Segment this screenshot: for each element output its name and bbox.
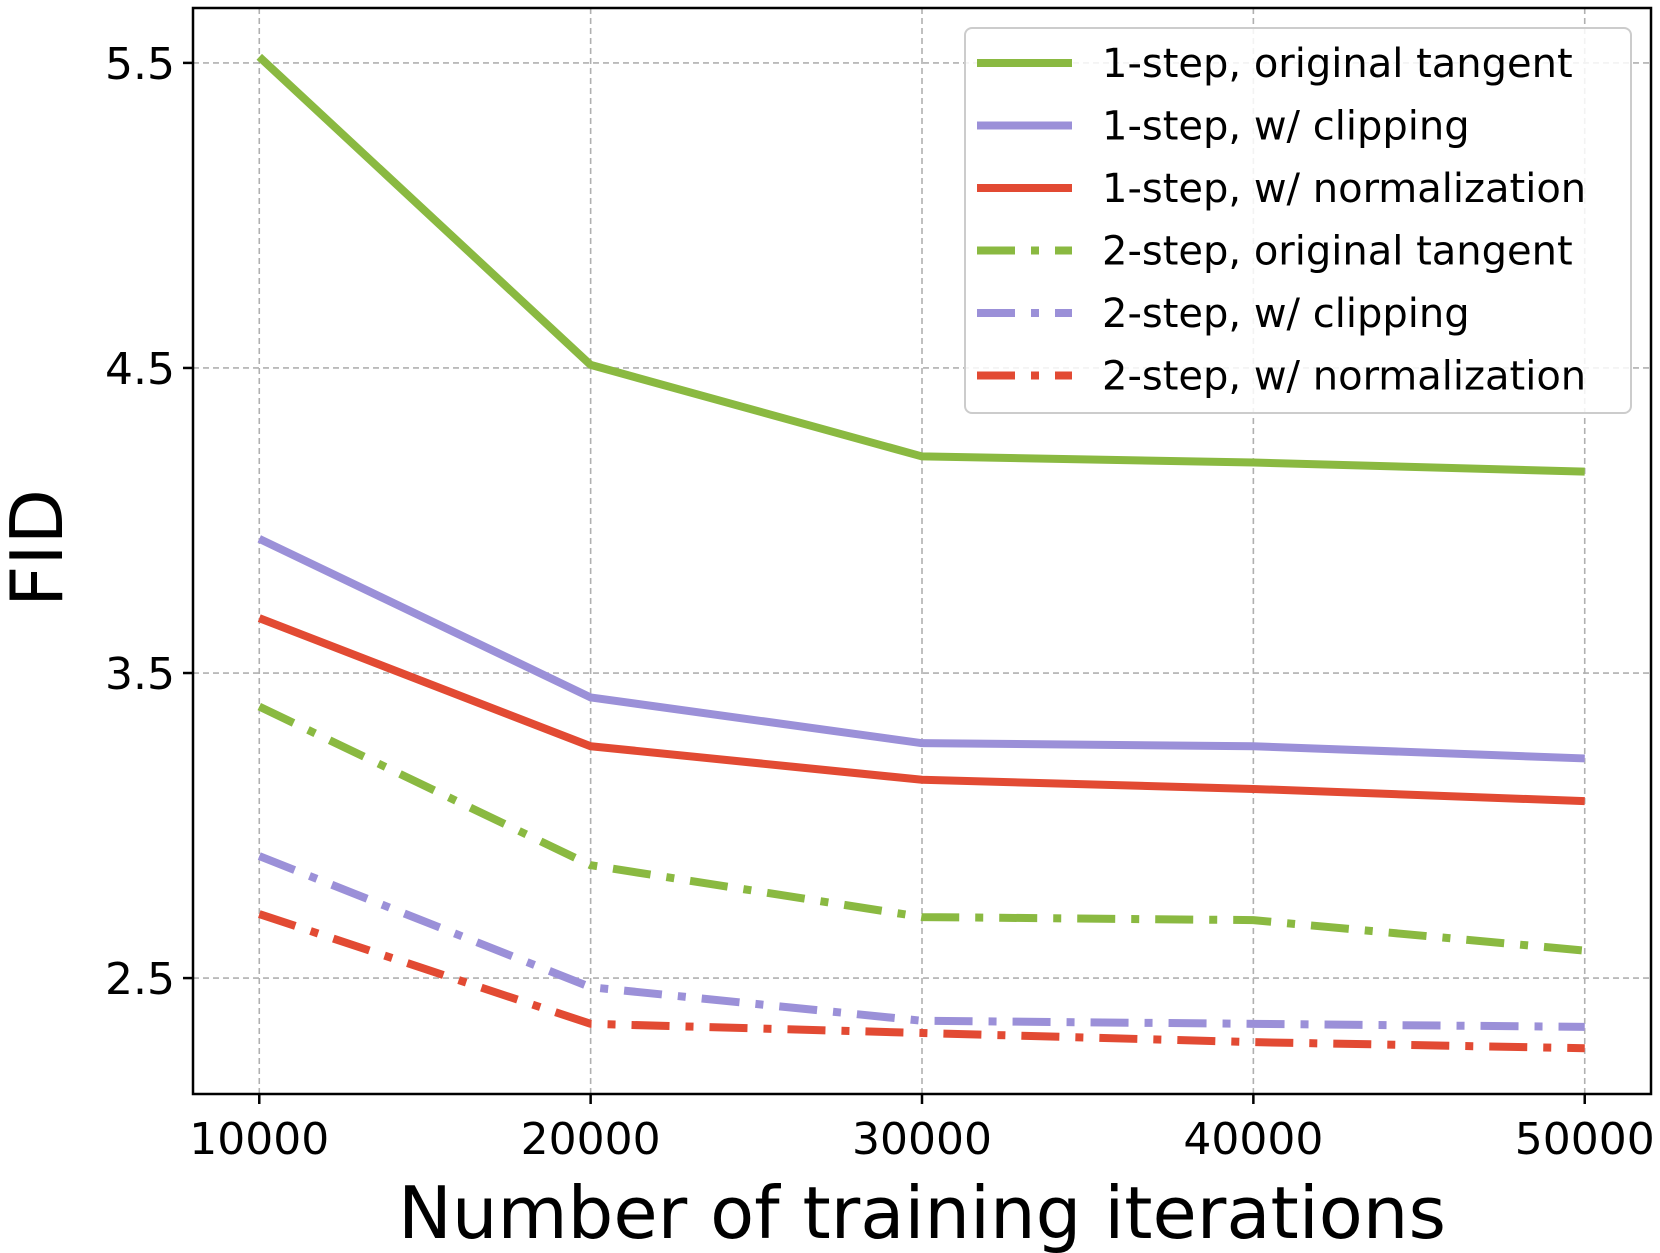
series-line-5 [257,852,1585,1031]
y-axis-title: FID [0,489,79,607]
y-axis-ticks: 2.5 3.5 4.5 5.5 [105,39,193,1005]
legend-box [964,27,1632,414]
x-tick-label: 50000 [1515,1114,1655,1165]
legend-label: 1-step, w/ normalization [1102,166,1586,212]
x-tick-label: 20000 [521,1114,661,1165]
x-axis-ticks: 10000 20000 30000 40000 50000 [189,1094,1655,1165]
series-line-1 [256,53,1585,476]
series-line-2 [257,535,1585,763]
x-tick-label: 30000 [852,1114,992,1165]
series-lines [256,53,1586,1053]
legend-label: 2-step, original tangent [1102,229,1573,275]
x-tick-label: 40000 [1183,1114,1323,1165]
legend-label: 2-step, w/ normalization [1102,354,1586,400]
y-tick-label: 4.5 [105,344,175,395]
legend-label: 1-step, w/ clipping [1102,104,1470,150]
legend-label: 2-step, w/ clipping [1102,291,1470,337]
legend: 1-step, original tangent 1-step, w/ clipp… [964,27,1632,414]
series-line-4 [257,702,1586,955]
x-tick-label: 10000 [189,1114,329,1165]
y-tick-label: 3.5 [105,649,175,700]
y-tick-label: 2.5 [105,954,175,1005]
legend-label: 1-step, original tangent [1102,41,1573,87]
series-line-6 [258,910,1585,1053]
x-axis-title: Number of training iterations [398,1171,1446,1253]
y-tick-label: 5.5 [105,39,175,90]
series-line-3 [257,614,1585,806]
